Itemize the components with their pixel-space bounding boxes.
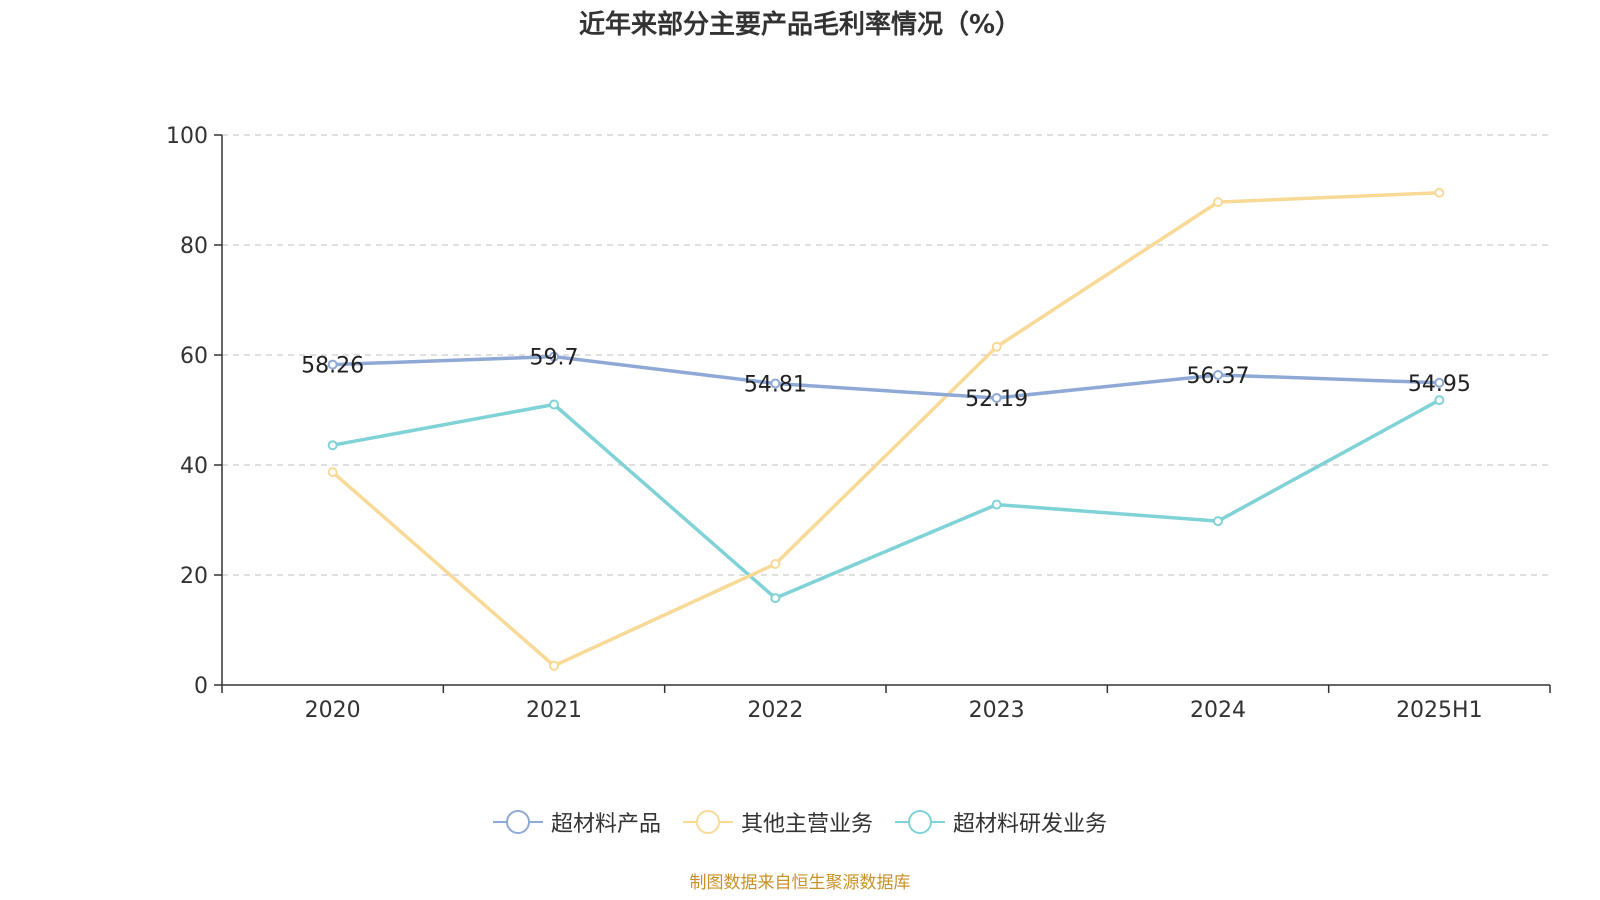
legend-label: 超材料研发业务 xyxy=(953,812,1108,837)
chart-title: 近年来部分主要产品毛利率情况（%） xyxy=(578,10,1022,40)
x-tick-label: 2025H1 xyxy=(1396,698,1483,723)
legend-marker-icon xyxy=(492,810,543,834)
data-point xyxy=(991,392,1002,403)
data-point xyxy=(770,378,781,389)
data-point xyxy=(1213,369,1223,380)
series-line xyxy=(332,354,1440,400)
y-tick-label: 0 xyxy=(194,674,208,699)
data-label: 59.7 xyxy=(530,346,579,371)
series-line xyxy=(331,191,1440,668)
x-tick-label: 2023 xyxy=(969,698,1025,723)
x-tick-label: 2020 xyxy=(305,698,361,723)
legend-item[interactable]: 其他主营业务 xyxy=(682,806,873,838)
data-point xyxy=(549,399,559,410)
legend-item[interactable]: 超材料研发业务 xyxy=(895,806,1107,838)
data-point xyxy=(327,359,338,370)
data-label: 54.95 xyxy=(1408,372,1471,397)
data-point xyxy=(549,351,559,362)
data-point xyxy=(1434,395,1445,406)
data-point xyxy=(991,341,1002,352)
data-point xyxy=(327,467,338,478)
legend-marker-icon xyxy=(895,810,945,834)
x-tick-label: 2022 xyxy=(747,698,803,723)
data-point xyxy=(1213,516,1223,527)
data-label: 54.81 xyxy=(744,373,807,398)
y-tick-label: 20 xyxy=(180,564,208,589)
y-tick-label: 60 xyxy=(180,344,208,369)
y-tick-label: 100 xyxy=(166,124,208,149)
data-point xyxy=(770,593,781,604)
series-line xyxy=(332,398,1441,600)
data-point xyxy=(1213,197,1223,208)
data-point xyxy=(1434,187,1445,198)
y-tick-label: 40 xyxy=(180,454,208,479)
data-label: 56.37 xyxy=(1187,364,1250,389)
data-label: 52.19 xyxy=(965,387,1028,412)
data-point xyxy=(549,660,559,671)
data-point xyxy=(327,440,338,451)
y-tick-label: 80 xyxy=(180,234,208,259)
data-point xyxy=(770,559,781,569)
legend: 超材料产品 其他主营业务 超材料研发业务 xyxy=(0,806,1600,838)
data-label: 58.26 xyxy=(301,354,364,379)
legend-item[interactable]: 超材料产品 xyxy=(492,806,661,838)
data-point xyxy=(991,499,1002,510)
legend-marker-icon xyxy=(682,810,733,834)
x-tick-label: 2021 xyxy=(526,698,582,723)
legend-label: 其他主营业务 xyxy=(740,812,873,837)
data-source-note: 制图数据来自恒生聚源数据库 xyxy=(689,873,911,893)
legend-label: 超材料产品 xyxy=(550,812,661,837)
data-point xyxy=(1434,377,1445,388)
x-tick-label: 2024 xyxy=(1190,698,1246,723)
